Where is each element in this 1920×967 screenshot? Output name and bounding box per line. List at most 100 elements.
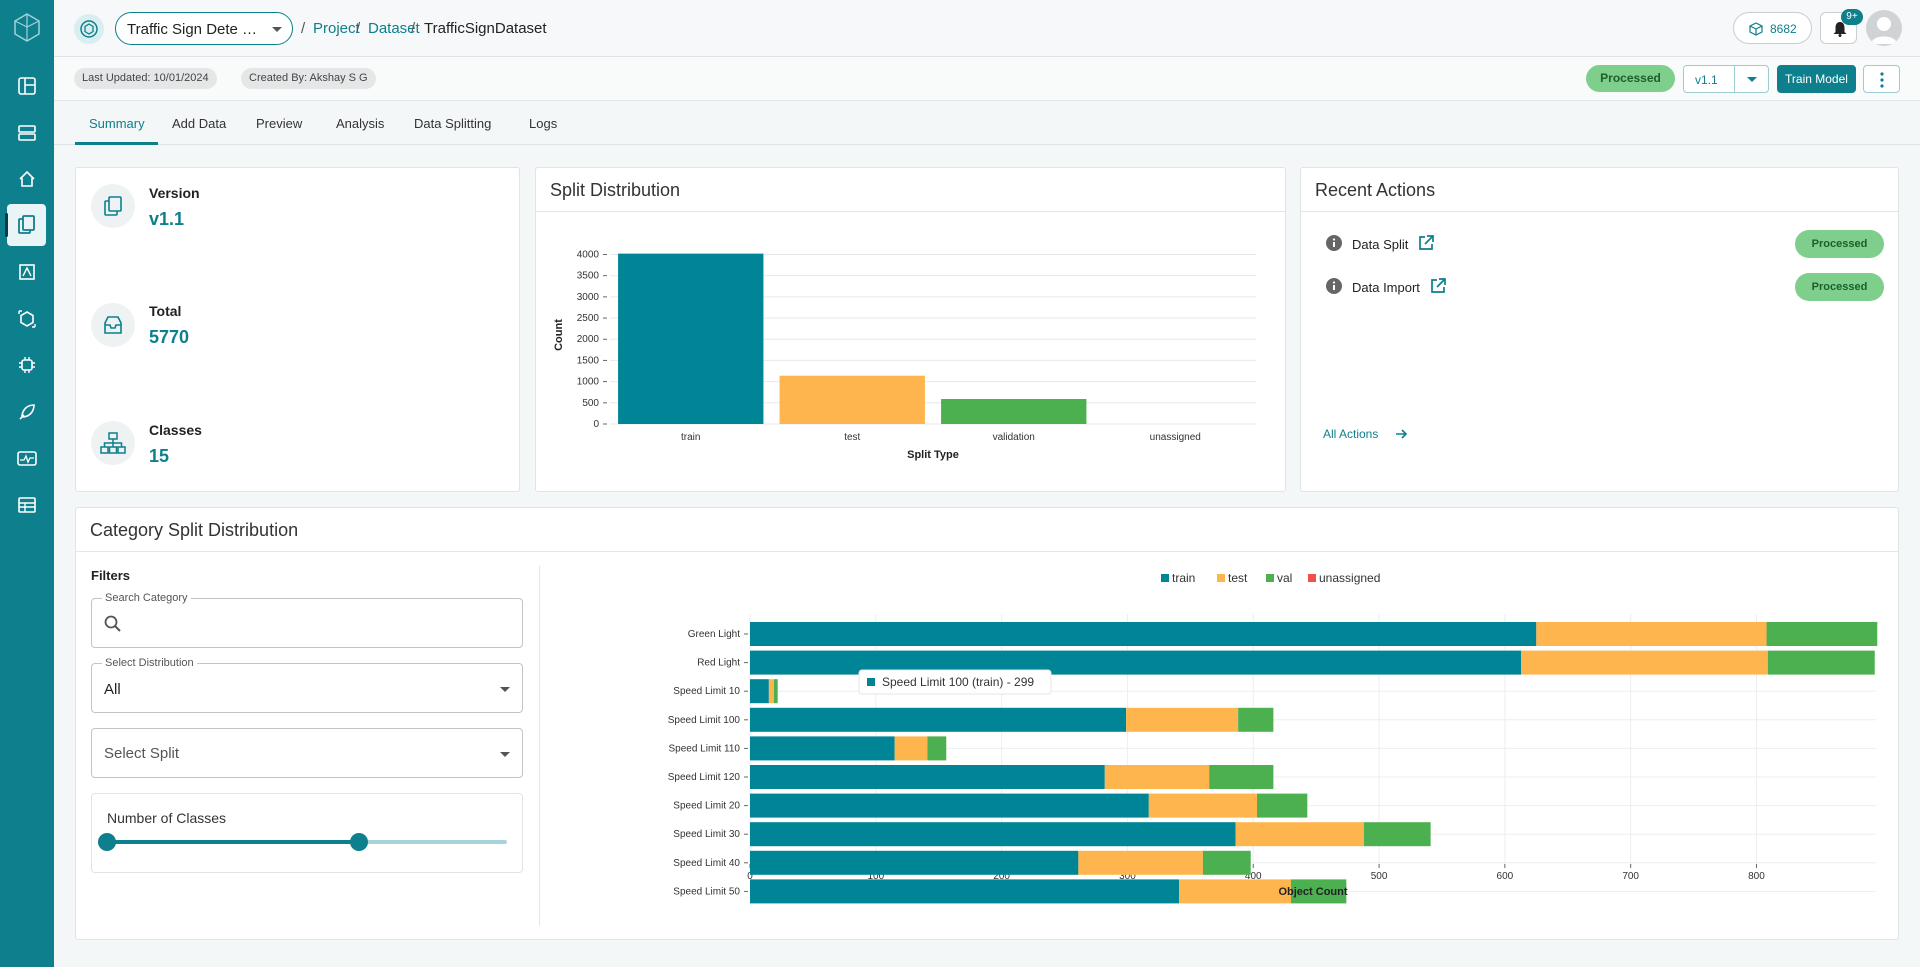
breadcrumb-project[interactable]: Project (313, 20, 360, 37)
search-icon (104, 615, 121, 632)
y-tick-label: Speed Limit 120 (668, 772, 741, 783)
bar-segment-val (1238, 707, 1274, 732)
notifications-button[interactable]: 9+ (1820, 9, 1863, 44)
bar-segment-val (773, 679, 778, 704)
tab-analysis[interactable]: Analysis (336, 116, 385, 131)
monitor-icon[interactable] (0, 441, 54, 477)
legend-label-test: test (1228, 571, 1248, 585)
bar-segment-val (1209, 765, 1274, 789)
total-label: Total (149, 303, 182, 319)
legend-label-train: train (1172, 571, 1195, 585)
tooltip-box (858, 669, 1052, 695)
info-icon (1326, 235, 1342, 251)
version-label: Version (149, 185, 200, 201)
version-value: v1.1 (149, 209, 185, 229)
legend-label-val: val (1277, 571, 1292, 585)
recent-action-label: Data Import (1352, 280, 1420, 295)
breadcrumb-dataset[interactable]: Dataset (368, 20, 420, 37)
more-options-button[interactable] (1863, 65, 1900, 93)
bar-segment-train (750, 850, 1079, 875)
bar-segment-test (1104, 765, 1210, 789)
open-external-icon[interactable] (1429, 277, 1447, 295)
chip-icon[interactable] (0, 347, 54, 383)
tab-data-splitting[interactable]: Data Splitting (414, 116, 492, 131)
version-icon (91, 184, 135, 228)
train-model-button[interactable]: Train Model (1777, 65, 1856, 93)
model-icon[interactable] (0, 301, 54, 337)
chevron-down-icon[interactable] (1747, 77, 1757, 82)
split-select[interactable]: Select Split (91, 728, 523, 778)
y-tick-label: 1000 (577, 377, 600, 388)
number-of-classes-slider[interactable]: Number of Classes (91, 793, 523, 873)
chart-tooltip: Speed Limit 100 (train) - 299 (858, 669, 1052, 695)
version-select[interactable]: v1.1 (1683, 65, 1769, 93)
x-tick-label: 0 (747, 871, 753, 882)
bar-segment-val (1290, 879, 1347, 904)
search-category-label: Search Category (102, 592, 191, 604)
bar-segment-val (1257, 793, 1308, 818)
legend-swatch-train (1161, 574, 1169, 582)
tab-logs[interactable]: Logs (529, 116, 558, 131)
search-input[interactable] (132, 611, 512, 635)
slider-fill (107, 840, 359, 844)
y-tick-label: Speed Limit 20 (673, 801, 740, 812)
category-split-title: Category Split Distribution (90, 520, 299, 540)
bar-segment-test (768, 679, 774, 704)
arrow-right-icon (1396, 429, 1408, 439)
slider-thumb-min[interactable] (98, 833, 116, 851)
legend-swatch-unassigned (1308, 574, 1316, 582)
credits-button[interactable]: 8682 (1733, 12, 1812, 44)
table-icon[interactable] (0, 487, 54, 523)
deploy-icon[interactable] (0, 394, 54, 430)
avatar[interactable] (1866, 10, 1902, 46)
all-actions-link[interactable]: All Actions (1323, 426, 1408, 444)
created-by-chip: Created By: Akshay S G (241, 68, 376, 89)
storage-icon[interactable] (0, 115, 54, 151)
logo-icon[interactable] (0, 10, 54, 44)
filters-heading: Filters (91, 568, 131, 583)
project-select[interactable]: Traffic Sign Dete … (115, 12, 293, 45)
slider-thumb-max[interactable] (350, 833, 368, 851)
recent-action-row: Data Import Processed (1301, 271, 1898, 301)
x-tick-label: test (844, 432, 860, 443)
user-icon (1871, 17, 1897, 44)
y-tick-label: 3000 (577, 292, 600, 303)
legend-swatch-val (1266, 574, 1274, 582)
bar-segment-train (750, 707, 1127, 732)
version-select-value: v1.1 (1695, 73, 1718, 87)
breadcrumb-sep: / (411, 20, 416, 37)
more-vertical-icon (1880, 72, 1884, 88)
bar-segment-val (1766, 622, 1878, 646)
open-external-icon[interactable] (1417, 234, 1435, 252)
search-category-field[interactable]: Search Category (91, 592, 523, 648)
stats-card: Version v1.1 Total 5770 Classes 15 (75, 167, 520, 492)
bar-segment-test (1078, 850, 1203, 875)
tab-summary[interactable]: Summary (89, 116, 145, 131)
bar-segment-test (894, 736, 928, 761)
notification-badge: 9+ (1841, 9, 1863, 25)
datasets-icon[interactable] (5, 204, 46, 246)
dashboard-icon[interactable] (0, 68, 54, 104)
slider-track[interactable] (98, 833, 507, 851)
tab-add-data[interactable]: Add Data (172, 116, 227, 131)
distribution-select[interactable]: Select Distribution All (91, 657, 523, 713)
y-tick-label: Red Light (697, 658, 740, 669)
filters-divider (539, 566, 540, 926)
annotate-icon[interactable] (0, 254, 54, 290)
breadcrumb-sep: / (356, 20, 361, 37)
home-icon[interactable] (0, 161, 54, 197)
y-tick-label: Speed Limit 110 (668, 743, 740, 754)
total-value: 5770 (149, 327, 190, 347)
y-tick-label: Speed Limit 10 (673, 686, 740, 697)
hierarchy-icon (91, 421, 135, 465)
breadcrumb-sep: / (301, 20, 306, 37)
recent-action-label: Data Split (1352, 237, 1409, 252)
bar-segment-test (1536, 622, 1767, 646)
bar-train (618, 253, 764, 424)
bar-segment-train (750, 622, 1537, 646)
recent-actions-card: Recent Actions Data Split Processed Data… (1300, 167, 1899, 492)
tab-preview[interactable]: Preview (256, 116, 303, 131)
distribution-value: All (104, 681, 121, 698)
split-distribution-title: Split Distribution (550, 180, 681, 200)
bar-segment-train (750, 736, 895, 761)
